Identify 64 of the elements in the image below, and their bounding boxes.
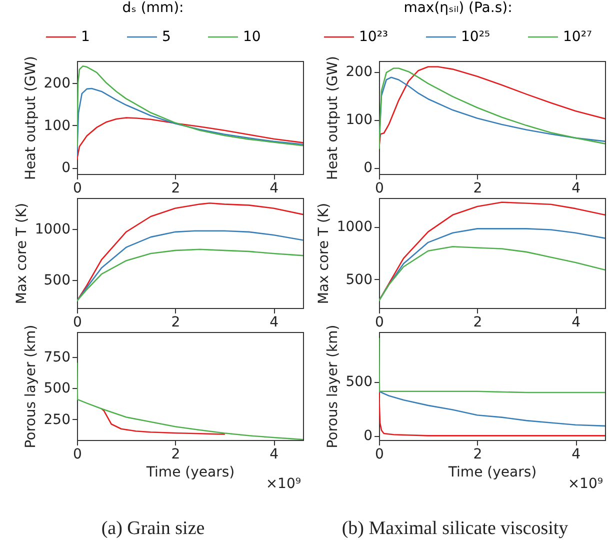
- x-tick-label: 0: [375, 180, 384, 196]
- y-tick-label: 1000: [336, 219, 372, 236]
- x-tick-label: 4: [270, 314, 279, 330]
- x-tick-label: 4: [572, 314, 581, 330]
- x-tick-label: 2: [473, 446, 482, 462]
- y-tick-label: 500: [44, 380, 70, 397]
- y-tick-label: 250: [44, 412, 70, 428]
- legend-label: 5: [162, 29, 171, 45]
- line-series: [77, 362, 303, 440]
- x-tick-label: 4: [270, 446, 279, 462]
- x-axis-title: Time (years): [145, 464, 235, 480]
- y-axis-title: Porous layer (km): [22, 324, 39, 448]
- text: ×10⁹: [568, 476, 604, 492]
- legend-label: 10²⁷: [563, 29, 592, 45]
- y-tick-label: 500: [44, 272, 70, 289]
- line-series: [77, 65, 303, 148]
- y-axis-title: Heat output (GW): [22, 56, 39, 180]
- line-series: [379, 390, 605, 427]
- text: (b) Maximal silicate viscosity: [342, 518, 569, 539]
- x-tick-label: 2: [171, 446, 180, 462]
- x-tick-label: 0: [375, 314, 384, 330]
- y-axis-title: Max core T (K): [14, 202, 30, 304]
- x-tick-label: 2: [473, 314, 482, 330]
- legend-label: 10: [243, 29, 261, 45]
- line-series: [77, 202, 303, 302]
- x-tick-label: 4: [270, 180, 279, 196]
- line-series: [77, 230, 303, 302]
- legend-title: max(ηₛᵢₗ) (Pa.s):: [404, 0, 512, 16]
- y-tick-label: 0: [364, 428, 372, 444]
- legend-label: 10²³: [359, 29, 388, 45]
- x-tick-label: 2: [171, 180, 180, 196]
- line-series: [379, 392, 605, 436]
- legend-title: dₛ (mm):: [122, 0, 184, 16]
- x-tick-label: 0: [73, 180, 82, 196]
- line-series: [77, 117, 303, 160]
- text: (a) Grain size: [101, 518, 205, 539]
- y-axis-title: Porous layer (km): [324, 324, 341, 448]
- x-tick-label: 0: [73, 314, 82, 330]
- legend-label: 10²⁵: [461, 29, 490, 45]
- x-tick-label: 2: [171, 314, 180, 330]
- y-tick-label: 750: [44, 349, 70, 366]
- x-tick-label: 4: [572, 446, 581, 462]
- x-axis-title: Time (years): [447, 464, 537, 480]
- y-axis-title: Heat output (GW): [324, 56, 341, 180]
- legend-label: 1: [81, 29, 90, 45]
- x-tick-label: 4: [572, 180, 581, 196]
- y-tick-label: 500: [346, 374, 372, 390]
- x-tick-label: 0: [375, 446, 384, 462]
- y-axis-title: Max core T (K): [316, 202, 332, 304]
- x-tick-label: 2: [473, 180, 482, 196]
- y-tick-label: 100: [44, 118, 70, 134]
- line-series: [77, 88, 303, 156]
- line-series: [379, 246, 605, 302]
- line-series: [77, 248, 303, 302]
- y-tick-label: 500: [346, 272, 372, 288]
- text: ×10⁹: [266, 476, 302, 492]
- y-tick-label: 0: [364, 160, 372, 176]
- y-tick-label: 0: [62, 160, 70, 176]
- y-tick-label: 200: [346, 64, 372, 80]
- x-tick-label: 0: [73, 446, 82, 462]
- y-tick-label: 1000: [34, 221, 70, 238]
- line-series: [100, 408, 226, 435]
- y-tick-label: 100: [346, 112, 372, 128]
- y-tick-label: 200: [44, 76, 70, 92]
